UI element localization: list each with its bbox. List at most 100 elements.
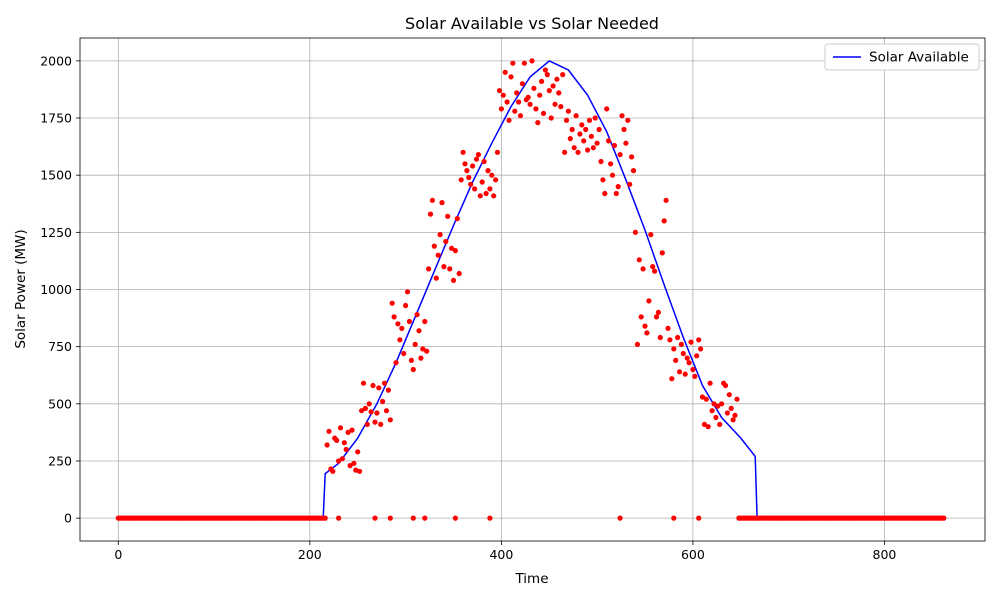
chart-title: Solar Available vs Solar Needed xyxy=(405,14,659,33)
solar-needed-point xyxy=(477,193,483,199)
solar-needed-point xyxy=(546,88,552,94)
solar-needed-point xyxy=(542,67,549,73)
solar-needed-point xyxy=(634,341,641,347)
solar-needed-point xyxy=(487,186,493,192)
solar-needed-point xyxy=(343,446,349,453)
solar-needed-point xyxy=(487,515,493,521)
solar-needed-point xyxy=(517,113,524,119)
solar-needed-point xyxy=(728,405,734,411)
solar-needed-point xyxy=(418,355,424,361)
solar-needed-point xyxy=(510,60,516,66)
solar-needed-point xyxy=(663,197,669,203)
solar-needed-point xyxy=(452,515,458,521)
solar-needed-point xyxy=(703,396,709,402)
x-tick-label: 200 xyxy=(298,547,322,562)
solar-needed-point xyxy=(680,350,686,357)
solar-needed-point xyxy=(586,117,593,123)
series-layer xyxy=(115,58,947,521)
solar-needed-point xyxy=(466,174,472,181)
solar-needed-point xyxy=(422,515,428,521)
solar-needed-point xyxy=(460,149,466,155)
solar-needed-point xyxy=(389,300,395,306)
solar-needed-point xyxy=(629,154,635,160)
legend-box xyxy=(824,43,980,71)
solar-needed-point xyxy=(548,115,554,121)
solar-needed-point xyxy=(653,314,660,320)
solar-needed-point xyxy=(598,158,604,165)
solar-needed-point xyxy=(540,110,547,116)
solar-needed-point xyxy=(449,245,455,251)
solar-needed-point xyxy=(458,177,464,183)
solar-needed-point xyxy=(527,101,533,107)
solar-available-line xyxy=(118,60,944,519)
solar-needed-point xyxy=(504,99,510,105)
solar-needed-point xyxy=(416,328,422,334)
solar-needed-point xyxy=(732,412,738,418)
solar-needed-point xyxy=(403,302,409,309)
solar-needed-point xyxy=(376,385,382,391)
solar-needed-point xyxy=(519,81,526,87)
solar-needed-point xyxy=(650,264,656,270)
solar-needed-point xyxy=(652,268,658,274)
solar-needed-point xyxy=(357,468,363,474)
solar-needed-point xyxy=(537,92,543,98)
solar-needed-point xyxy=(397,337,403,343)
solar-needed-point xyxy=(493,177,499,183)
solar-needed-point xyxy=(707,380,713,386)
solar-needed-point xyxy=(473,156,480,162)
solar-needed-point xyxy=(701,421,708,427)
solar-needed-point xyxy=(341,440,347,446)
solar-needed-point xyxy=(387,515,393,521)
solar-needed-point xyxy=(688,339,694,345)
solar-needed-point xyxy=(383,408,390,414)
solar-needed-point xyxy=(726,392,732,398)
solar-needed-point xyxy=(640,266,646,272)
solar-needed-point xyxy=(387,417,393,423)
solar-needed-point xyxy=(498,106,504,112)
solar-needed-point xyxy=(347,463,353,469)
solar-needed-point xyxy=(360,380,367,386)
solar-needed-point xyxy=(378,421,384,427)
solar-needed-point xyxy=(427,211,434,217)
solar-needed-point xyxy=(431,243,437,249)
y-tick-label: 2000 xyxy=(40,53,72,68)
solar-needed-point xyxy=(410,515,416,521)
solar-needed-point xyxy=(435,252,441,258)
solar-needed-point xyxy=(550,83,556,89)
solar-needed-point xyxy=(665,325,671,331)
solar-needed-point xyxy=(408,357,414,363)
solar-needed-point xyxy=(447,266,453,272)
solar-needed-point xyxy=(684,355,690,361)
solar-needed-point xyxy=(646,298,652,304)
solar-needed-point xyxy=(362,405,368,411)
x-axis-title: Time xyxy=(514,571,548,587)
solar-needed-point xyxy=(381,380,388,386)
solar-needed-point xyxy=(426,266,432,272)
solar-needed-point xyxy=(433,275,439,281)
solar-needed-point xyxy=(401,350,407,357)
solar-needed-point xyxy=(324,442,330,448)
solar-needed-point xyxy=(516,99,522,105)
solar-needed-point xyxy=(556,90,562,96)
solar-needed-point xyxy=(339,456,345,462)
x-tick-label: 400 xyxy=(489,547,513,562)
solar-needed-point xyxy=(604,106,610,112)
y-axis-title: Solar Power (MW) xyxy=(13,229,29,348)
solar-needed-point xyxy=(671,515,677,521)
solar-needed-point xyxy=(590,145,596,151)
solar-needed-point xyxy=(694,353,700,359)
solar-needed-point xyxy=(485,168,491,174)
solar-needed-point xyxy=(472,186,478,192)
solar-needed-point xyxy=(420,346,426,352)
solar-needed-point xyxy=(562,149,568,155)
solar-needed-point xyxy=(554,76,560,82)
solar-needed-point xyxy=(385,387,391,393)
solar-needed-point xyxy=(615,184,621,190)
solar-needed-point xyxy=(558,104,564,110)
solar-needed-point xyxy=(502,69,508,75)
x-tick-label: 600 xyxy=(681,547,705,562)
y-tick-label: 0 xyxy=(64,511,72,526)
solar-needed-point xyxy=(686,360,692,366)
solar-needed-point xyxy=(496,88,503,94)
